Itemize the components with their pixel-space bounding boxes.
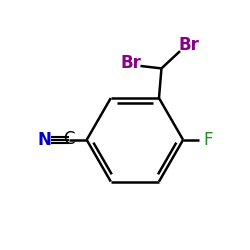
Text: F: F <box>203 131 212 149</box>
Text: Br: Br <box>120 54 141 72</box>
Text: N: N <box>38 131 52 149</box>
Text: Br: Br <box>178 36 199 54</box>
Text: C: C <box>64 130 75 148</box>
